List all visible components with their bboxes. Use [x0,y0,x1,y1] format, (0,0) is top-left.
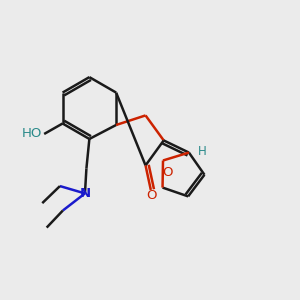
Text: HO: HO [21,127,42,140]
Text: N: N [80,187,91,200]
Text: H: H [198,145,207,158]
Text: O: O [147,189,157,202]
Text: O: O [162,166,173,179]
